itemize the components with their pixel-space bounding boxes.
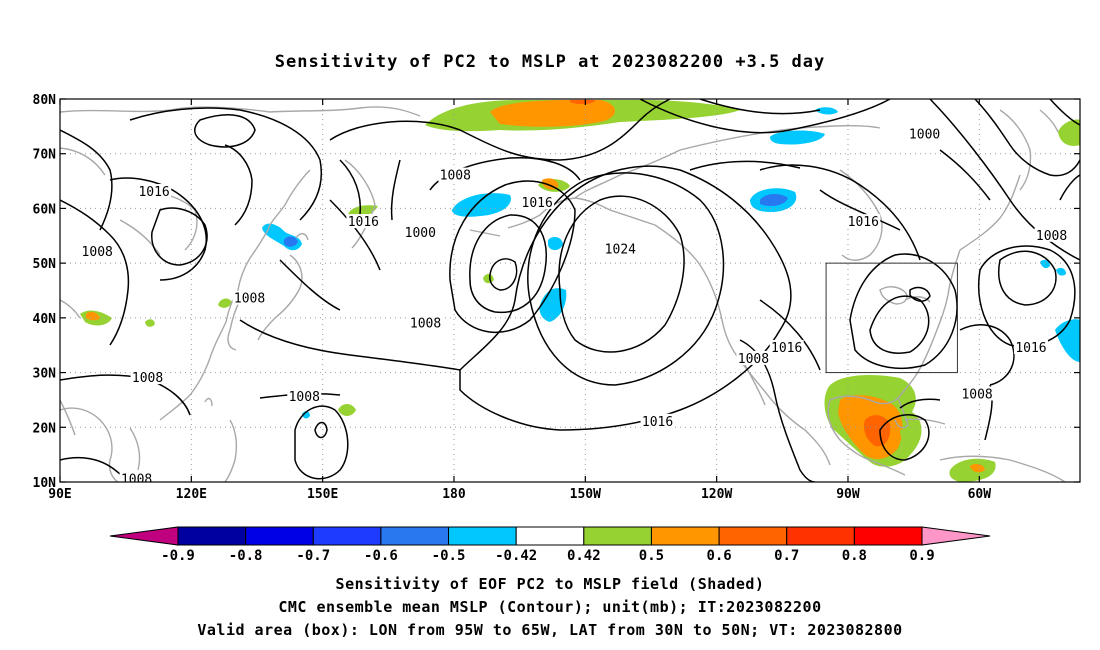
lon-label: 60W bbox=[968, 487, 992, 502]
contour-label-bg bbox=[769, 339, 804, 354]
colorbar-tick-label: -0.5 bbox=[432, 548, 466, 564]
contour-label-bg bbox=[119, 471, 154, 482]
lon-label: 90E bbox=[48, 487, 71, 502]
colorbar: -0.9 -0.8 -0.7 -0.6 -0.5 -0.42 0.42 0.5 0.6 0.7 0.… bbox=[109, 526, 991, 564]
contour-label: 1008 bbox=[82, 245, 113, 260]
contour-label-bg bbox=[130, 370, 165, 385]
contour-label: 1016 bbox=[138, 185, 169, 200]
contour-label: 1016 bbox=[348, 215, 379, 230]
colorbar-tick-label: -0.7 bbox=[296, 548, 330, 564]
lon-label: 150E bbox=[307, 487, 338, 502]
contour-label: 1016 bbox=[522, 196, 553, 211]
colorbar-max-triangle bbox=[921, 526, 991, 546]
contour-label: 1008 bbox=[410, 316, 441, 331]
contour-label: 1008 bbox=[1036, 229, 1067, 244]
plot-title: Sensitivity of PC2 to MSLP at 2023082200… bbox=[274, 52, 826, 72]
colorbar-box bbox=[448, 526, 517, 546]
contour-label: 1008 bbox=[234, 292, 265, 307]
lon-label: 120W bbox=[701, 487, 732, 502]
lat-label: 40N bbox=[33, 312, 57, 327]
lat-label: 80N bbox=[33, 93, 57, 108]
contour-label-bg bbox=[846, 214, 881, 229]
valid-area-box bbox=[825, 262, 958, 374]
contour-label: 1016 bbox=[1015, 341, 1046, 356]
colorbar-tick-label: -0.42 bbox=[495, 548, 537, 564]
contour-label-bg bbox=[1013, 339, 1048, 354]
contour-label-bg bbox=[1034, 227, 1069, 242]
colorbar-box bbox=[853, 526, 923, 546]
contour-label-bg bbox=[346, 214, 381, 229]
colorbar-tick-label: -0.9 bbox=[161, 548, 195, 564]
lat-label: 70N bbox=[33, 148, 57, 163]
contour-label: 1008 bbox=[132, 371, 163, 386]
lon-label: 180 bbox=[442, 487, 466, 502]
colorbar-box bbox=[650, 526, 720, 546]
colorbar-box bbox=[718, 526, 788, 546]
contour-label-bg bbox=[520, 194, 555, 209]
contour-label: 1016 bbox=[642, 415, 673, 430]
contour-label: 1024 bbox=[605, 242, 636, 257]
lat-label: 30N bbox=[33, 367, 57, 382]
colorbar-tick-label: 0.5 bbox=[639, 548, 664, 564]
colorbar-tick-label: 0.9 bbox=[909, 548, 934, 564]
footer-line-3: Valid area (box): LON from 95W to 65W, L… bbox=[197, 621, 903, 639]
colorbar-tick-label: 0.7 bbox=[774, 548, 799, 564]
contour-label: 1016 bbox=[848, 215, 879, 230]
colorbar-box bbox=[177, 526, 247, 546]
lon-label: 90W bbox=[836, 487, 860, 502]
footer-line-2: CMC ensemble mean MSLP (Contour); unit(m… bbox=[278, 598, 822, 616]
contour-label-bg bbox=[960, 386, 995, 401]
contour-label-bg bbox=[403, 225, 438, 240]
colorbar-tick-label: 0.6 bbox=[706, 548, 731, 564]
contour-label-bg bbox=[408, 315, 443, 330]
colorbar-tick-label: 0.8 bbox=[842, 548, 867, 564]
colorbar-box bbox=[583, 526, 652, 546]
footer-line-1: Sensitivity of EOF PC2 to MSLP field (Sh… bbox=[335, 575, 765, 593]
lat-lon-grid bbox=[60, 99, 1080, 482]
colorbar-box bbox=[245, 526, 314, 546]
contour-label-bg bbox=[603, 241, 638, 256]
colorbar-tick-label: -0.6 bbox=[364, 548, 398, 564]
colorbar-box bbox=[312, 526, 382, 546]
contour-label-bg bbox=[232, 290, 267, 305]
contour-label-bg bbox=[80, 244, 115, 259]
contour-label: 1000 bbox=[909, 128, 940, 143]
contour-label-bg bbox=[907, 126, 942, 141]
lon-label: 150W bbox=[570, 487, 601, 502]
contour-label-bg bbox=[438, 167, 473, 182]
colorbar-tick-label: -0.8 bbox=[229, 548, 263, 564]
contour-label: 1008 bbox=[440, 169, 471, 184]
contour-label-bg bbox=[137, 184, 172, 199]
colorbar-box bbox=[786, 526, 855, 546]
colorbar-tick-label: 0.42 bbox=[567, 548, 601, 564]
contour-label: 1008 bbox=[289, 390, 320, 405]
lat-label: 10N bbox=[33, 476, 57, 491]
contour-label: 1016 bbox=[771, 341, 802, 356]
contour-label-bg bbox=[287, 389, 322, 404]
lat-label: 60N bbox=[33, 202, 57, 217]
colorbar-box bbox=[380, 526, 450, 546]
map-frame bbox=[59, 98, 1081, 483]
contour-label: 1008 bbox=[961, 387, 992, 402]
contour-label: 1000 bbox=[405, 226, 436, 241]
contour-label-bg bbox=[736, 350, 771, 365]
lat-label: 50N bbox=[33, 257, 57, 272]
contour-label: 1008 bbox=[121, 472, 152, 487]
lat-label: 20N bbox=[33, 421, 57, 436]
contour-label-bg bbox=[640, 413, 675, 428]
contour-label: 1008 bbox=[738, 352, 769, 367]
lon-label: 120E bbox=[176, 487, 207, 502]
colorbar-min-triangle bbox=[109, 526, 179, 546]
colorbar-box bbox=[515, 526, 585, 546]
